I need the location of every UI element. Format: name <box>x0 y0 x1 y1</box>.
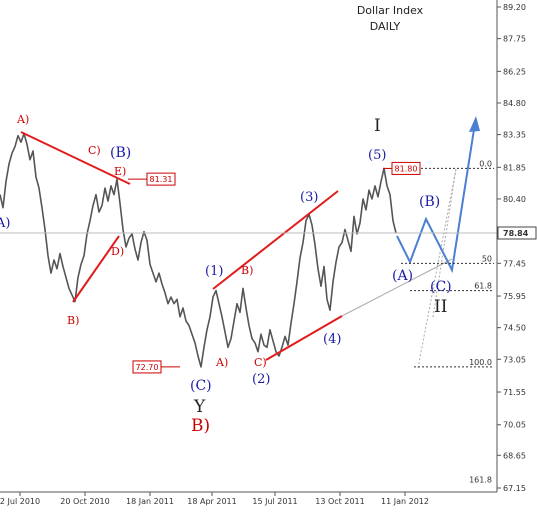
wave-label-black-II: II <box>434 297 447 317</box>
price-mark: 81.31 <box>128 172 176 186</box>
fib-level-label: 0.0 <box>479 159 492 168</box>
y-tick-label: 89.20 <box>503 3 526 12</box>
fib-diagonal-2 <box>432 168 457 318</box>
wave-label-red-e1: E) <box>114 165 126 178</box>
wave-label-red-b2: B) <box>241 264 253 277</box>
chart-title: Dollar Index <box>357 4 424 17</box>
x-tick-label: 18 Jan 2011 <box>126 497 174 506</box>
y-tick-label: 77.45 <box>503 259 526 268</box>
price-series-line <box>0 132 397 368</box>
fib-level-label: 161.8 <box>469 476 492 485</box>
last-price-badge: 78.84 <box>497 226 537 240</box>
y-tick-label: 84.80 <box>503 99 526 108</box>
wave-projection-grey <box>341 258 453 317</box>
wave-label-blue-B2: (B) <box>419 194 440 210</box>
wave-trendline-3 <box>212 190 339 290</box>
y-tick-label: 86.25 <box>503 67 526 76</box>
price-mark-value: 72.70 <box>136 363 159 372</box>
last-price-box <box>497 226 537 240</box>
price-line-layer <box>0 132 397 368</box>
wave-label-blue-a-edge: A) <box>0 216 10 231</box>
y-tick-label: 74.50 <box>503 324 526 333</box>
y-tick-label: 71.55 <box>503 388 526 397</box>
x-tick-label: 18 Apr 2011 <box>187 497 236 506</box>
y-tick-label: 81.85 <box>503 163 526 172</box>
wave-label-red-b1: B) <box>67 314 79 327</box>
wave-label-black-Y: Y <box>193 397 206 417</box>
wave-label-red-c1: C) <box>88 144 101 157</box>
wave-label-black-I: I <box>374 116 381 136</box>
wave-label-blue-C2: (C) <box>430 279 452 295</box>
wave-trendline-4 <box>265 315 343 361</box>
fib-diagonal-1 <box>417 168 457 369</box>
price-mark-box <box>391 161 421 175</box>
y-tick-label: 67.15 <box>503 484 526 493</box>
fib-level-label: 100.0 <box>469 358 492 367</box>
wave-trendline-1 <box>20 131 131 185</box>
fib-level-label: 61.8 <box>474 282 492 291</box>
x-tick-label: 20 Oct 2010 <box>60 497 109 506</box>
y-tick-label: 80.40 <box>503 195 526 204</box>
wave-label-red-a2: A) <box>215 356 228 369</box>
y-tick-label: 70.05 <box>503 421 526 430</box>
wave-label-blue-B1: (B) <box>110 145 131 161</box>
y-tick-label: 87.75 <box>503 35 526 44</box>
y-tick-label: 75.95 <box>503 292 526 301</box>
overlay-layer <box>20 116 480 369</box>
plot-area <box>0 0 497 492</box>
wave-label-red-c2: C) <box>254 356 267 369</box>
wave-label-blue-5: (5) <box>368 148 386 163</box>
fib-level-label: 50 <box>482 254 492 263</box>
price-mark-value: 81.31 <box>150 175 173 184</box>
x-tick-label: 2 Jul 2010 <box>0 497 40 506</box>
wave-label-red-b-big: B) <box>191 416 210 436</box>
x-tick-label: 11 Jan 2012 <box>381 497 429 506</box>
projection-arrowhead <box>469 116 480 132</box>
price-mark-value: 81.80 <box>395 164 418 173</box>
price-mark: 81.80 <box>383 161 421 175</box>
y-tick-label: 73.05 <box>503 355 526 364</box>
wave-label-blue-1: (1) <box>205 264 223 279</box>
x-tick-label: 13 Oct 2011 <box>315 497 364 506</box>
wave-projection-blue <box>396 122 476 274</box>
price-mark-box <box>132 360 162 374</box>
chart-subtitle: DAILY <box>370 20 401 33</box>
wave-label-red-a1: A) <box>16 113 29 126</box>
wave-label-blue-3: (3) <box>300 190 318 205</box>
wave-label-blue-4: (4) <box>323 332 341 347</box>
x-tick-label: 15 Jul 2011 <box>252 497 297 506</box>
wave-label-red-d1: D) <box>111 245 124 258</box>
wave-label-blue-C1: (C) <box>190 378 212 394</box>
price-mark: 72.70 <box>132 360 180 374</box>
last-price-value: 78.84 <box>503 229 529 238</box>
labels-layer: Dollar Index DAILY A) C) E) D) B) B) A) … <box>0 4 492 485</box>
y-tick-label: 83.35 <box>503 131 526 140</box>
y-tick-label: 68.65 <box>503 451 526 460</box>
price-mark-box <box>146 172 176 186</box>
wave-label-blue-2: (2) <box>252 372 270 387</box>
wave-trendline-2 <box>72 235 120 303</box>
wave-label-blue-A2: (A) <box>392 268 413 284</box>
